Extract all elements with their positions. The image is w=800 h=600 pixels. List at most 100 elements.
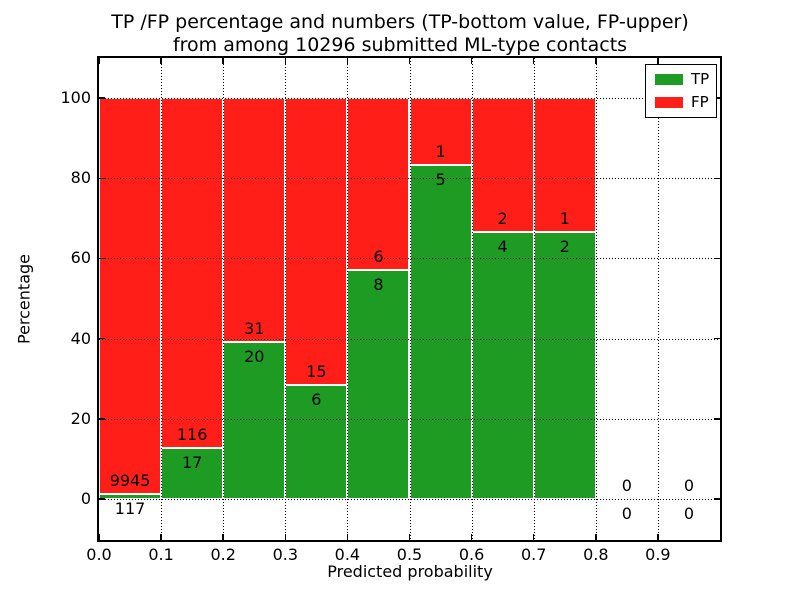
- x-tick-label: 0.7: [520, 545, 547, 564]
- x-tick-bottom: [160, 534, 162, 540]
- bar-tp-segment: [533, 231, 596, 500]
- x-tick-label: 0.4: [334, 545, 361, 564]
- x-tick-label: 0.8: [583, 545, 609, 564]
- y-tick-left: [99, 337, 105, 340]
- gridline-vertical: [595, 58, 597, 540]
- x-tick-top: [408, 58, 411, 64]
- chart-title-line2: from among 10296 submitted ML-type conta…: [172, 34, 628, 56]
- bar-fp-segment: [285, 98, 348, 385]
- gridline-vertical: [471, 58, 473, 540]
- gridline-vertical: [161, 58, 163, 540]
- bar-tp-segment: [223, 341, 286, 500]
- x-tick-top: [470, 58, 473, 64]
- gridline-vertical: [223, 58, 225, 540]
- legend-entry-tp: TP: [655, 70, 710, 89]
- x-tick-bottom: [284, 534, 287, 540]
- fp-count-label: 0: [621, 476, 632, 496]
- tp-count-label: 0: [683, 504, 695, 524]
- y-tick-left: [99, 418, 105, 420]
- bar-fp-segment: [223, 98, 286, 342]
- tp-count-label: 17: [181, 452, 203, 472]
- y-tick-label: 60: [70, 248, 91, 268]
- chart-title: TP /FP percentage and numbers (TP-bottom…: [0, 11, 800, 57]
- gridline-vertical: [347, 58, 349, 540]
- x-tick-label: 0.2: [210, 545, 236, 564]
- y-tick-label: 20: [70, 408, 91, 428]
- x-tick-bottom: [408, 534, 411, 540]
- y-tick-right: [714, 97, 720, 99]
- legend-entry-fp: FP: [655, 93, 709, 112]
- fp-count-label: 116: [176, 424, 208, 444]
- fp-legend-label: FP: [691, 93, 709, 111]
- tp-count-label: 8: [373, 274, 384, 294]
- gridline-vertical: [533, 58, 535, 540]
- x-tick-bottom: [470, 534, 473, 540]
- tp-count-label: 2: [559, 236, 570, 256]
- tp-legend-label: TP: [691, 70, 710, 88]
- y-tick-left: [99, 257, 105, 260]
- bar-fp-segment: [99, 98, 162, 495]
- x-tick-label: 0.6: [458, 545, 485, 564]
- y-tick-label: 40: [70, 328, 91, 348]
- x-tick-top: [284, 58, 287, 64]
- fp-count-label: 6: [373, 246, 384, 266]
- plot-area: 9945 117 116 17 31 20 15 6 6 8 1 5 2 4 1 2 0 0 0 0: [98, 58, 720, 540]
- tp-count-label: 5: [435, 169, 446, 189]
- fp-count-label: 15: [306, 361, 327, 381]
- fp-count-label: 2: [497, 208, 508, 228]
- x-tick-bottom: [595, 534, 597, 540]
- x-tick-top: [222, 58, 224, 64]
- y-tick-right: [714, 257, 720, 260]
- x-tick-bottom: [222, 534, 224, 540]
- x-tick-bottom: [532, 534, 535, 540]
- tp-count-label: 117: [114, 499, 146, 519]
- x-tick-bottom: [98, 534, 100, 540]
- x-tick-top: [160, 58, 162, 64]
- x-tick-top: [595, 58, 597, 64]
- gridline-vertical: [409, 58, 411, 540]
- y-tick-left: [99, 177, 105, 180]
- x-tick-label: 0.0: [86, 545, 112, 564]
- bar-fp-segment: [471, 98, 534, 232]
- x-tick-top: [657, 58, 659, 64]
- tp-count-label: 20: [244, 346, 265, 366]
- gridline-vertical: [285, 58, 287, 540]
- bar-tp-segment: [471, 231, 534, 500]
- tp-count-label: 6: [311, 389, 322, 409]
- y-tick-label: 0: [80, 489, 91, 509]
- y-tick-left: [99, 97, 105, 99]
- bar-fp-segment: [347, 98, 410, 270]
- bar-tp-segment: [409, 164, 472, 500]
- fp-color-swatch: [655, 97, 683, 108]
- x-tick-label: 0.3: [272, 545, 299, 564]
- tp-color-swatch: [655, 74, 683, 85]
- x-tick-label: 0.1: [148, 545, 174, 564]
- fp-count-label: 1: [559, 208, 570, 228]
- bar-tp-segment: [161, 447, 224, 500]
- fp-count-label: 0: [683, 476, 695, 496]
- y-tick-right: [714, 498, 720, 500]
- chart-title-line1: TP /FP percentage and numbers (TP-bottom…: [111, 11, 689, 33]
- x-tick-top: [532, 58, 535, 64]
- tp-count-label: 0: [621, 504, 632, 524]
- fp-count-label: 31: [244, 318, 265, 338]
- bar-fp-segment: [409, 98, 472, 165]
- x-axis-label: Predicted probability: [327, 562, 493, 581]
- fp-count-label: 9945: [109, 471, 151, 491]
- legend: TP FP: [645, 64, 717, 118]
- fp-count-label: 1: [435, 141, 446, 161]
- x-tick-bottom: [346, 534, 349, 540]
- y-tick-left: [99, 498, 105, 500]
- x-tick-bottom: [657, 534, 659, 540]
- gridline-vertical: [657, 58, 659, 540]
- x-tick-top: [98, 58, 100, 64]
- y-tick-right: [714, 418, 720, 420]
- bar-fp-segment: [161, 98, 224, 448]
- x-tick-label: 0.5: [396, 545, 423, 564]
- y-tick-right: [714, 177, 720, 180]
- y-tick-label: 80: [70, 168, 91, 188]
- x-tick-top: [346, 58, 349, 64]
- x-tick-label: 0.9: [645, 545, 671, 564]
- bar-tp-segment: [99, 494, 162, 500]
